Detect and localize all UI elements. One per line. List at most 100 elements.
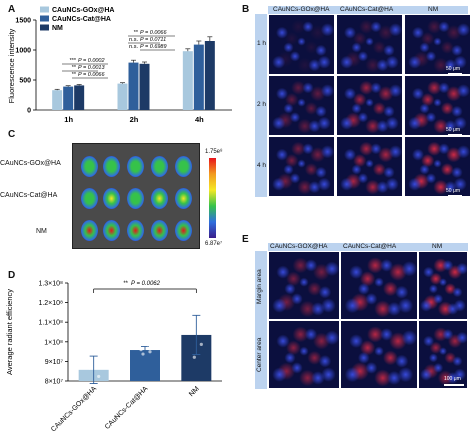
e-row-1: Margin area [256,269,263,305]
a-bar [193,44,204,110]
e-micrograph [268,320,340,389]
e-micrograph [418,320,468,389]
b-row-2: 2 h [257,101,267,108]
a-sig-mark: ** [72,72,77,78]
b-micrograph [268,14,335,75]
c-row-2: CAuNCs-Cat@HA [0,192,58,199]
a-bar [128,62,139,110]
a-bar [139,63,150,110]
a-legend-swatch [40,24,49,31]
ivis-signal [151,220,168,241]
ivis-signal [103,220,120,241]
a-legend-swatch [40,15,49,22]
c-row-1: CAuNCs-GOx@HA [0,160,61,167]
d-x-tick-label: CAuNCs-GOx@HA [50,385,98,433]
d-bar [130,350,160,381]
c-row-3: NM [36,228,47,235]
d-sig-pvalue: P = 0.0062 [131,281,161,287]
d-y-tick-label: 1×10⁸ [44,339,63,346]
b-micrograph [404,75,471,136]
a-bar [204,41,215,110]
panel-c-letter: C [8,129,16,140]
d-y-tick-label: 1.1×10⁸ [38,320,63,327]
a-x-tick-label: 1h [64,115,73,124]
a-x-tick-label: 2h [130,115,139,124]
a-y-tick-label: 500 [19,78,31,85]
b-scale-bar-3 [448,195,462,197]
b-col-3: NM [428,6,439,13]
a-y-label: Fluorescence intensity [7,28,16,103]
a-sig-mark: n.s. [129,37,138,43]
a-legend-label: NM [52,25,63,32]
chart-a: 0 500 1000 1500 Fluorescence intensity 1h 2h 4h… [7,6,232,124]
ivis-signal [175,220,192,241]
panel-a-letter: A [8,4,16,15]
ivis-signal [103,188,120,209]
d-data-point [139,348,143,352]
d-data-point [88,366,92,370]
panel-e-letter: E [242,234,249,245]
a-y-tick-label: 1500 [15,18,31,25]
b-row-3: 4 h [257,162,267,169]
panel-b-letter: B [242,4,250,15]
ivis-signal [151,188,168,209]
e-scale-bar [444,384,464,386]
e-micrograph [340,251,418,320]
e-column-strip [268,243,468,251]
a-legend-label: CAuNCs-Cat@HA [52,16,111,23]
a-x-tick-label: 4h [195,115,204,124]
d-data-point [199,342,203,346]
d-y-tick-label: 9×10⁷ [45,359,64,366]
a-y-tick-label: 1000 [15,48,31,55]
a-bar [117,83,128,110]
cbar-min-label: 6.87e⁷ [205,241,223,247]
ivis-image [72,143,200,249]
a-legend-label: CAuNCs-GOx@HA [52,7,114,14]
a-sig-pvalue: P = 0.0066 [140,30,167,36]
ivis-signal [175,156,192,177]
b-scale-text-3: 50 μm [446,188,460,194]
b-scale-text-1: 50 μm [446,66,460,72]
a-bar [63,86,74,110]
b-micrograph [404,14,471,75]
e-col-2: CAuNCs-Cat@HA [343,243,397,250]
e-scale-text: 100 μm [444,376,461,382]
b-col-1: CAuNCs-GOx@HA [273,6,330,13]
b-micrograph [404,136,471,197]
e-micrograph [340,320,418,389]
a-sig-mark: ** [134,30,139,36]
ivis-signal [127,220,144,241]
d-data-point [146,346,150,350]
d-y-tick-label: 8×10⁷ [45,379,64,386]
b-scale-text-2: 50 μm [446,127,460,133]
d-data-point [197,322,201,326]
d-data-point [97,374,101,379]
b-micrograph [336,75,403,136]
e-col-3: NM [432,243,443,250]
ivis-signal [103,156,120,177]
ivis-signal [151,156,168,177]
b-scale-bar-2 [448,134,462,136]
chart-d: 8×10⁷ 9×10⁷ 1×10⁸ 1.1×10⁸ 1.2×10⁸ 1.3×10⁸ Aver… [5,281,222,433]
d-data-point [90,383,94,388]
d-x-tick-label: NM [188,385,201,398]
a-bar [74,85,85,110]
e-row-strip [255,251,267,389]
a-sig-mark: *** [70,58,77,64]
ivis-signal [175,188,192,209]
a-legend-swatch [40,6,49,13]
panel-d-letter: D [8,270,16,281]
e-micrograph [268,251,340,320]
b-micrograph [336,14,403,75]
d-x-tick-label: CAuNCs-Cat@HA [104,385,150,431]
row-strip [255,14,267,197]
d-y-label: Average radiant efficiency [5,289,14,375]
a-sig-mark: ** [72,65,77,71]
a-bar [52,90,63,110]
ivis-signal [127,156,144,177]
b-row-1: 1 h [257,40,267,47]
d-data-point [141,352,145,356]
color-scale-bar [209,158,216,238]
ivis-signal [81,156,98,177]
d-data-point [95,360,99,365]
